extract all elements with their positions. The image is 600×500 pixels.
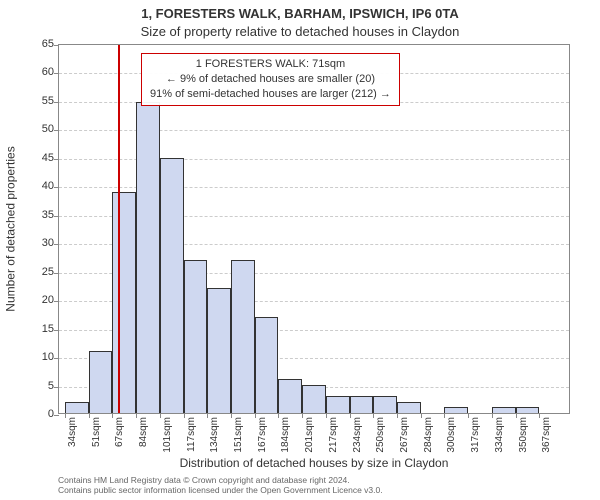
y-tick-label: 5	[14, 380, 54, 392]
x-tick-label: 234sqm	[352, 417, 363, 453]
annotation-line: ← 9% of detached houses are smaller (20)	[150, 72, 391, 87]
reference-line	[118, 45, 120, 413]
x-tick-mark	[350, 413, 351, 418]
x-tick-label: 317sqm	[470, 417, 481, 453]
x-tick-label: 134sqm	[209, 417, 220, 453]
histogram-bar	[350, 396, 374, 413]
y-tick-mark	[54, 330, 59, 331]
x-tick-label: 117sqm	[186, 417, 197, 452]
x-tick-mark	[492, 413, 493, 418]
histogram-bar	[65, 402, 89, 413]
histogram-bar	[231, 260, 255, 413]
x-tick-label: 184sqm	[280, 417, 291, 453]
y-tick-mark	[54, 45, 59, 46]
x-tick-label: 51sqm	[91, 417, 102, 447]
x-tick-mark	[302, 413, 303, 418]
y-tick-mark	[54, 159, 59, 160]
y-tick-label: 25	[14, 266, 54, 278]
x-tick-label: 334sqm	[494, 417, 505, 453]
y-tick-label: 15	[14, 323, 54, 335]
histogram-bar	[326, 396, 350, 413]
x-tick-mark	[421, 413, 422, 418]
histogram-bar	[302, 385, 326, 413]
histogram-bar	[89, 351, 113, 413]
x-tick-label: 350sqm	[518, 417, 529, 453]
y-tick-label: 35	[14, 209, 54, 221]
chart-subtitle: Size of property relative to detached ho…	[0, 24, 600, 39]
x-tick-mark	[255, 413, 256, 418]
y-tick-mark	[54, 301, 59, 302]
y-tick-label: 65	[14, 38, 54, 50]
histogram-bar	[397, 402, 421, 413]
histogram-bar	[444, 407, 468, 413]
y-axis-label-text: Number of detached properties	[4, 146, 18, 311]
x-tick-label: 201sqm	[304, 417, 315, 453]
x-tick-label: 367sqm	[541, 417, 552, 453]
x-tick-label: 151sqm	[233, 417, 244, 453]
y-tick-mark	[54, 73, 59, 74]
y-tick-mark	[54, 415, 59, 416]
histogram-bar	[373, 396, 397, 413]
annotation-line: 1 FORESTERS WALK: 71sqm	[150, 57, 391, 72]
x-tick-label: 300sqm	[446, 417, 457, 453]
x-tick-label: 34sqm	[67, 417, 78, 447]
x-tick-label: 67sqm	[114, 417, 125, 447]
y-tick-mark	[54, 273, 59, 274]
y-tick-mark	[54, 187, 59, 188]
y-tick-mark	[54, 358, 59, 359]
credits-line-2: Contains public sector information licen…	[58, 485, 590, 496]
x-tick-label: 250sqm	[375, 417, 386, 453]
annotation-box: 1 FORESTERS WALK: 71sqm← 9% of detached …	[141, 53, 400, 106]
x-tick-label: 217sqm	[328, 417, 339, 453]
y-tick-mark	[54, 102, 59, 103]
y-tick-mark	[54, 130, 59, 131]
y-tick-mark	[54, 244, 59, 245]
y-tick-label: 55	[14, 95, 54, 107]
histogram-bar	[112, 192, 136, 413]
histogram-bar	[255, 317, 279, 413]
histogram-bar	[136, 102, 160, 413]
histogram-bar	[516, 407, 540, 413]
x-tick-mark	[231, 413, 232, 418]
x-axis-label: Distribution of detached houses by size …	[58, 456, 570, 470]
x-tick-mark	[89, 413, 90, 418]
y-tick-label: 40	[14, 180, 54, 192]
x-tick-label: 267sqm	[399, 417, 410, 453]
y-tick-label: 50	[14, 123, 54, 135]
annotation-line: 91% of semi-detached houses are larger (…	[150, 87, 391, 102]
histogram-bar	[278, 379, 302, 413]
plot-area: 1 FORESTERS WALK: 71sqm← 9% of detached …	[58, 44, 570, 414]
y-tick-label: 20	[14, 294, 54, 306]
histogram-bar	[184, 260, 208, 413]
x-tick-label: 84sqm	[138, 417, 149, 447]
x-tick-mark	[326, 413, 327, 418]
histogram-bar	[160, 158, 184, 413]
chart-title-address: 1, FORESTERS WALK, BARHAM, IPSWICH, IP6 …	[0, 6, 600, 21]
chart-root: { "title": { "line1": "1, FORESTERS WALK…	[0, 0, 600, 500]
y-tick-label: 0	[14, 408, 54, 420]
x-tick-mark	[136, 413, 137, 418]
credits-line-1: Contains HM Land Registry data © Crown c…	[58, 475, 590, 486]
x-tick-mark	[65, 413, 66, 418]
x-tick-mark	[516, 413, 517, 418]
y-tick-label: 10	[14, 351, 54, 363]
x-tick-label: 101sqm	[162, 417, 173, 453]
x-tick-label: 167sqm	[257, 417, 268, 453]
x-tick-label: 284sqm	[423, 417, 434, 453]
histogram-bar	[492, 407, 516, 413]
credits: Contains HM Land Registry data © Crown c…	[58, 475, 590, 496]
y-tick-label: 30	[14, 237, 54, 249]
y-tick-mark	[54, 387, 59, 388]
x-tick-mark	[184, 413, 185, 418]
y-tick-mark	[54, 216, 59, 217]
x-tick-mark	[468, 413, 469, 418]
x-tick-mark	[397, 413, 398, 418]
y-tick-label: 60	[14, 66, 54, 78]
x-tick-mark	[160, 413, 161, 418]
histogram-bar	[207, 288, 231, 413]
y-tick-label: 45	[14, 152, 54, 164]
